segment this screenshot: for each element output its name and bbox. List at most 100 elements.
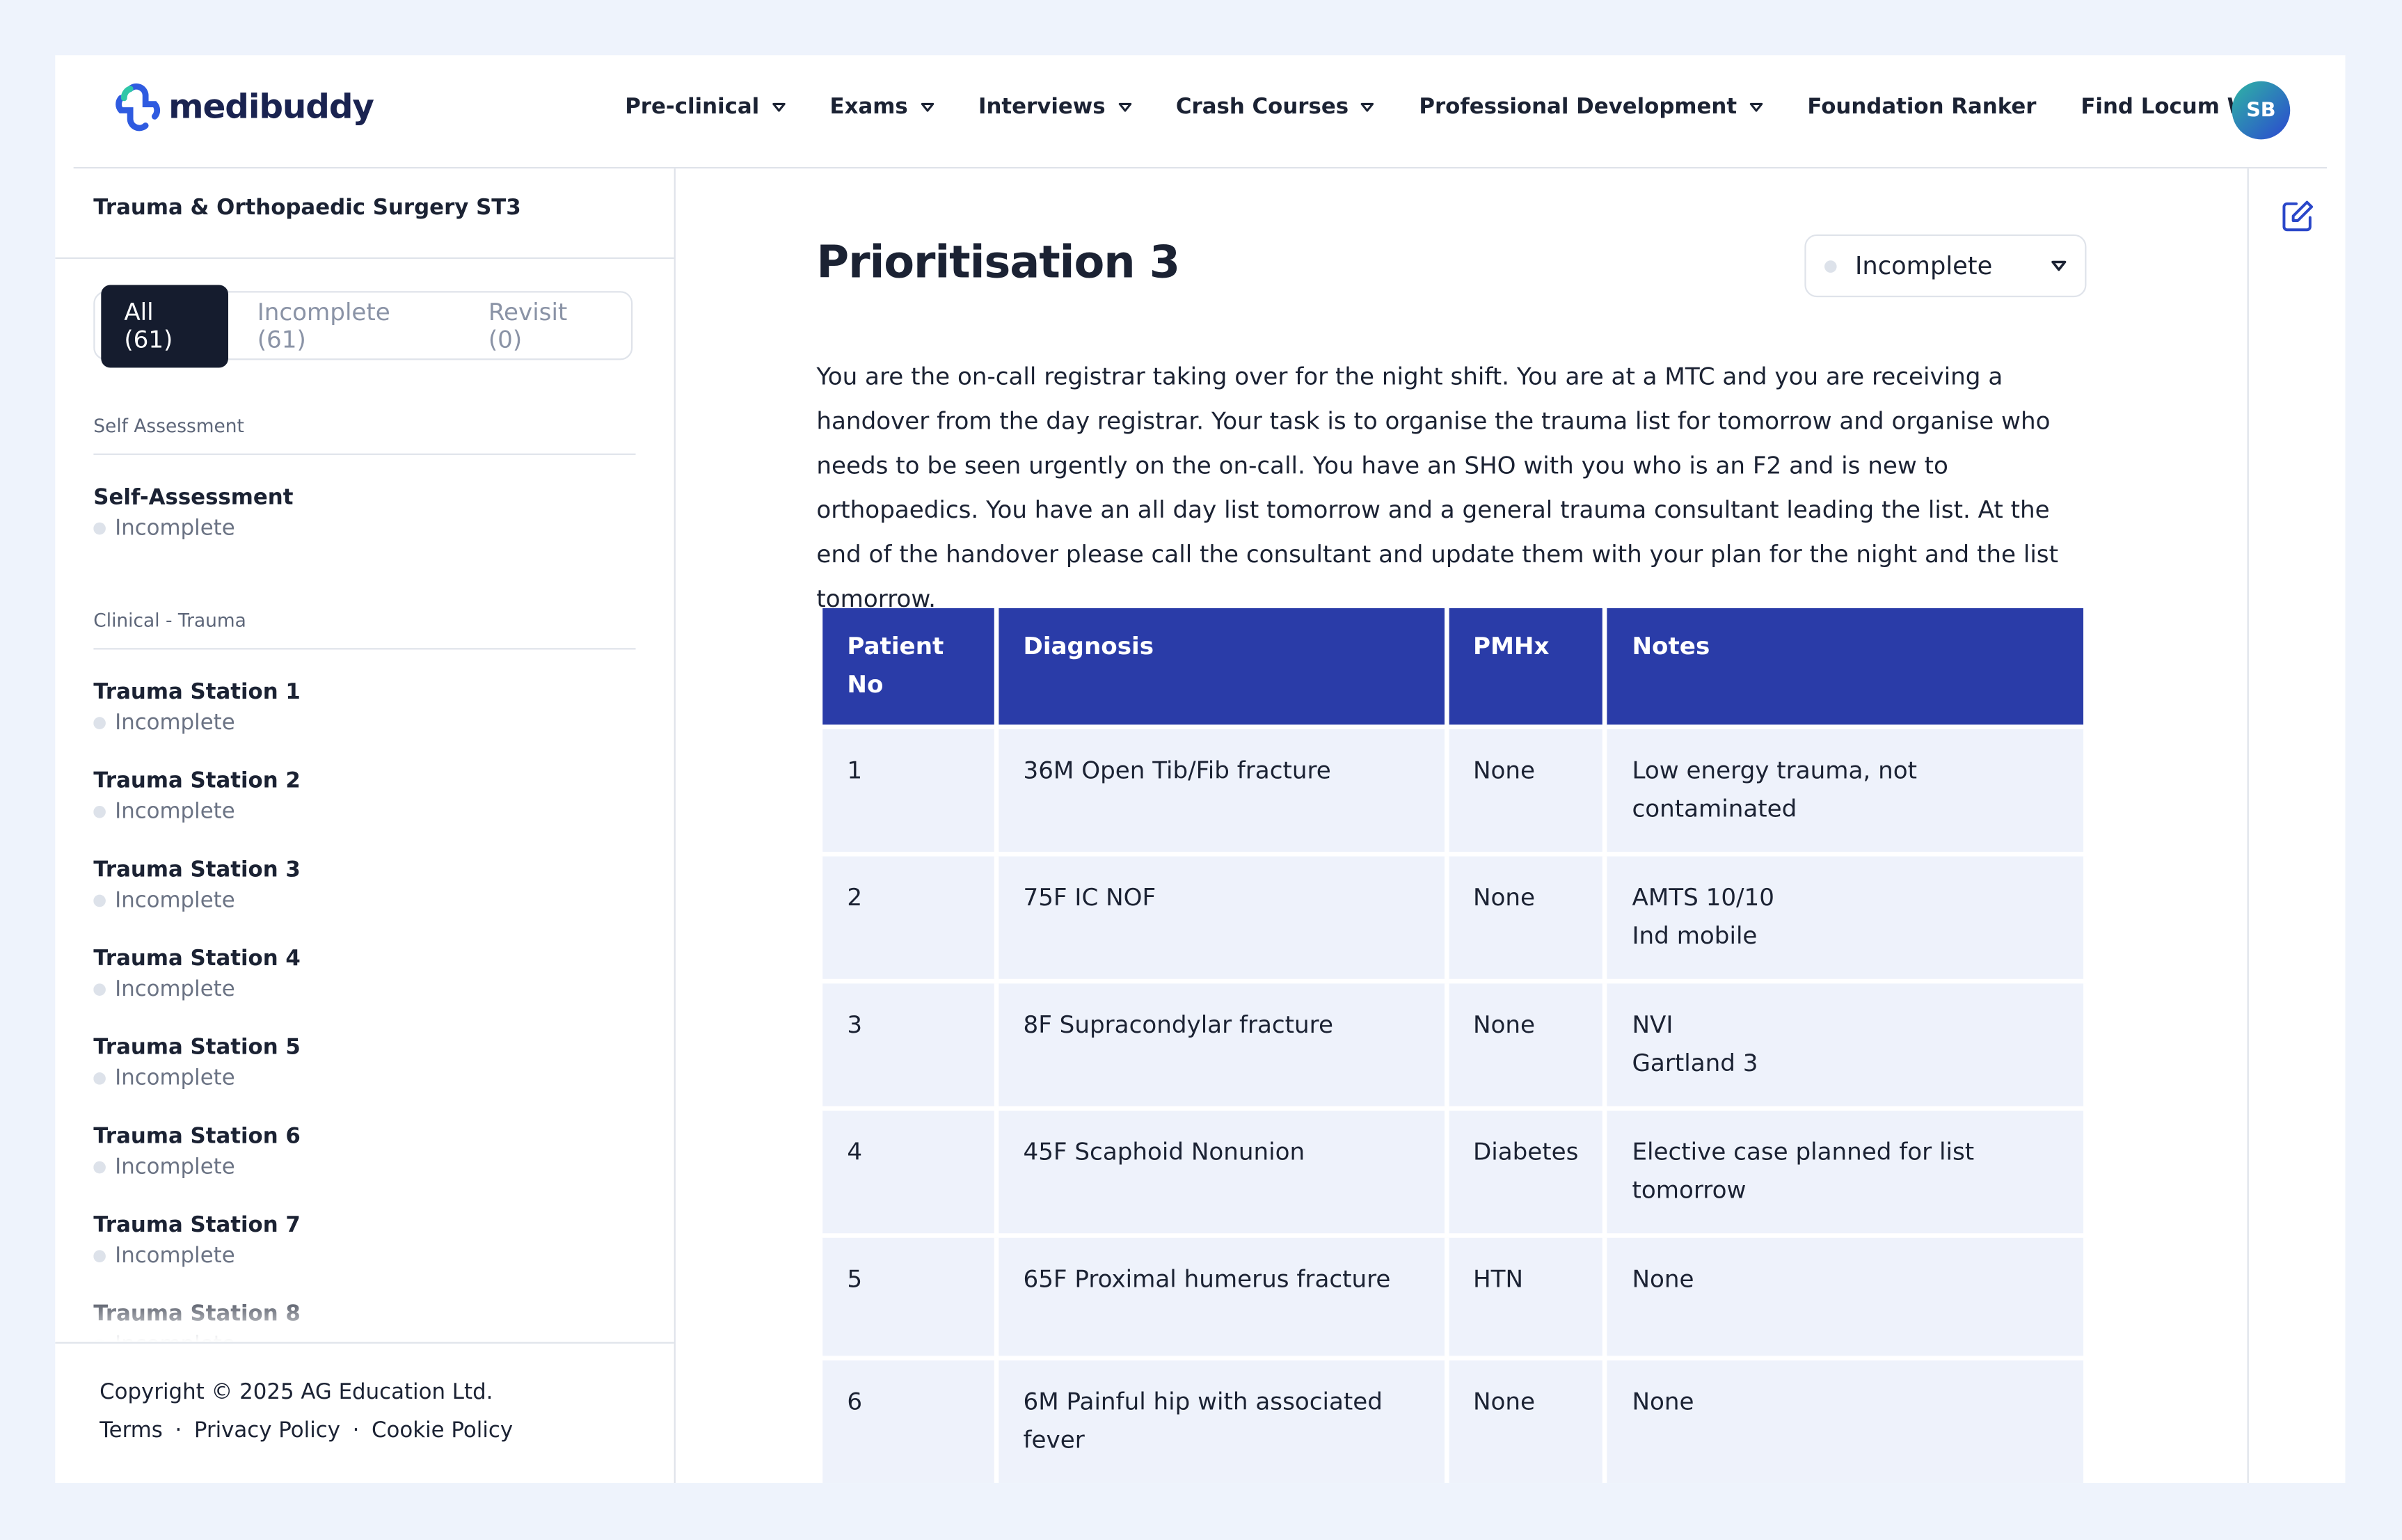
- status-dot: [93, 983, 106, 996]
- logo-icon: [116, 83, 161, 132]
- table-cell: NVI Gartland 3: [1602, 978, 2088, 1111]
- filter-tab[interactable]: Revisit (0): [488, 298, 568, 354]
- station-item[interactable]: Trauma Station 2 Incomplete: [93, 766, 635, 827]
- table-cell: 3: [818, 978, 999, 1111]
- status-label: Incomplete: [1855, 251, 1993, 280]
- footer-link[interactable]: Terms: [100, 1418, 163, 1443]
- status-dot: [93, 1072, 106, 1085]
- status-label: Incomplete: [115, 1154, 235, 1180]
- filter-tab[interactable]: All (61): [101, 284, 228, 367]
- status-label: Incomplete: [115, 1244, 235, 1269]
- station-item[interactable]: Trauma Station 6 Incomplete: [93, 1121, 635, 1182]
- page-title: Prioritisation 3: [816, 236, 1180, 288]
- nav-item[interactable]: Pre-clinical: [625, 95, 786, 120]
- divider: [55, 257, 674, 260]
- nav-label: Professional Development: [1419, 95, 1737, 120]
- chevron: [921, 102, 934, 111]
- table-cell: None: [1444, 1356, 1608, 1484]
- table-cell: 1: [818, 724, 999, 857]
- table-cell: None: [1602, 1233, 2088, 1360]
- list-fade: [55, 1287, 674, 1342]
- chevron: [2051, 260, 2067, 271]
- table-cell: 8F Supracondylar fracture: [994, 978, 1449, 1111]
- nav-label: Pre-clinical: [625, 95, 760, 120]
- station-item[interactable]: Trauma Station 3 Incomplete: [93, 855, 635, 916]
- station-status: Incomplete: [93, 1063, 635, 1094]
- table-cell: 4: [818, 1106, 999, 1238]
- section-heading: Clinical - Trauma: [93, 605, 636, 650]
- table-cell: 2: [818, 852, 999, 984]
- logo[interactable]: medibuddy: [113, 83, 374, 132]
- separator: ·: [352, 1418, 360, 1443]
- status-label: Incomplete: [115, 888, 235, 914]
- table-row: 3 8F Supracondylar fracture None NVI Gartla…: [818, 978, 2088, 1111]
- footer-link[interactable]: Privacy Policy: [193, 1418, 340, 1443]
- status-dot: [1824, 260, 1837, 272]
- status-dot: [93, 1250, 106, 1263]
- table-cell: 36M Open Tib/Fib fracture: [994, 724, 1449, 857]
- table-cell: None: [1602, 1356, 2088, 1484]
- filter-tab[interactable]: Incomplete (61): [257, 298, 390, 354]
- station-name: Trauma Station 3: [93, 857, 301, 883]
- status-label: Incomplete: [115, 1066, 235, 1091]
- station-item[interactable]: Trauma Station 4 Incomplete: [93, 944, 635, 1005]
- nav-item[interactable]: Foundation Ranker: [1807, 95, 2036, 119]
- nav-label: Crash Courses: [1175, 95, 1349, 120]
- chevron: [772, 102, 786, 111]
- station-name: Trauma Station 2: [93, 769, 301, 794]
- table-cell: AMTS 10/10 Ind mobile: [1602, 852, 2088, 984]
- table-row: 1 36M Open Tib/Fib fracture None Low energy…: [818, 724, 2088, 857]
- avatar[interactable]: SB: [2232, 81, 2291, 140]
- station-name: Trauma Station 1: [93, 680, 301, 705]
- footer-links: Terms · Privacy Policy · Cookie Policy: [100, 1419, 513, 1443]
- station-name: Trauma Station 7: [93, 1213, 301, 1238]
- nav-item[interactable]: Interviews: [978, 95, 1131, 120]
- separator: ·: [175, 1418, 182, 1443]
- footer-link[interactable]: Cookie Policy: [372, 1418, 514, 1443]
- status-dot: [93, 522, 106, 535]
- right-rail: [2247, 168, 2346, 1484]
- table-cell: Low energy trauma, not contaminated: [1602, 724, 2088, 857]
- nav-item[interactable]: Exams: [829, 95, 934, 120]
- station-name: Trauma Station 4: [93, 946, 301, 971]
- nav-label: Exams: [829, 95, 908, 120]
- table-cell: 65F Proximal humerus fracture: [994, 1233, 1449, 1360]
- status-dot: [93, 1161, 106, 1174]
- table-cell: 6M Painful hip with associated fever: [994, 1356, 1449, 1484]
- table-row: 2 75F IC NOF None AMTS 10/10 Ind mobile: [818, 852, 2088, 984]
- station-item[interactable]: Trauma Station 7 Incomplete: [93, 1210, 635, 1271]
- station-item[interactable]: Self-Assessment Incomplete: [93, 482, 635, 543]
- status-dropdown[interactable]: Incomplete: [1804, 234, 2087, 298]
- footer: Copyright © 2025 AG Education Ltd. Terms…: [55, 1342, 674, 1484]
- station-status: Incomplete: [93, 885, 635, 916]
- column-header: Diagnosis: [994, 608, 1449, 729]
- edit-icon[interactable]: [2281, 199, 2314, 232]
- nav-item[interactable]: Professional Development: [1419, 95, 1763, 120]
- station-item[interactable]: Trauma Station 1 Incomplete: [93, 677, 635, 738]
- station-status: Incomplete: [93, 1152, 635, 1183]
- nav-item[interactable]: Crash Courses: [1175, 95, 1375, 120]
- table-cell: None: [1444, 978, 1608, 1111]
- column-header: Notes: [1602, 608, 2088, 729]
- table-cell: Elective case planned for list tomorrow: [1602, 1106, 2088, 1238]
- status-label: Incomplete: [115, 711, 235, 736]
- logo-text: medibuddy: [168, 88, 374, 127]
- sidebar: Trauma & Orthopaedic Surgery ST3 All (61…: [55, 168, 676, 1484]
- station-item[interactable]: Trauma Station 5 Incomplete: [93, 1033, 635, 1094]
- header-row: Patient No Diagnosis PMHx Notes: [818, 608, 2088, 729]
- nav-label: Foundation Ranker: [1807, 95, 2037, 120]
- chevron: [1361, 102, 1374, 111]
- station-name: Trauma Station 6: [93, 1124, 301, 1150]
- table-cell: None: [1444, 724, 1608, 857]
- list-section: Clinical - Trauma Trauma Station 1 Incompl…: [93, 605, 636, 1342]
- patient-table: Patient No Diagnosis PMHx Notes 1 36M Open Ti…: [818, 608, 2088, 1484]
- station-list: Self Assessment Self-Assessment Incomplete…: [93, 411, 636, 1342]
- table-cell: 6: [818, 1356, 999, 1484]
- app-window: medibuddy Pre-clinical Exams Interviews Cra…: [55, 55, 2346, 1484]
- chevron: [1749, 102, 1763, 111]
- main: Prioritisation 3 Incomplete You are the …: [676, 168, 2248, 1484]
- table-cell: HTN: [1444, 1233, 1608, 1360]
- status-label: Incomplete: [115, 800, 235, 825]
- table-cell: 45F Scaphoid Nonunion: [994, 1106, 1449, 1238]
